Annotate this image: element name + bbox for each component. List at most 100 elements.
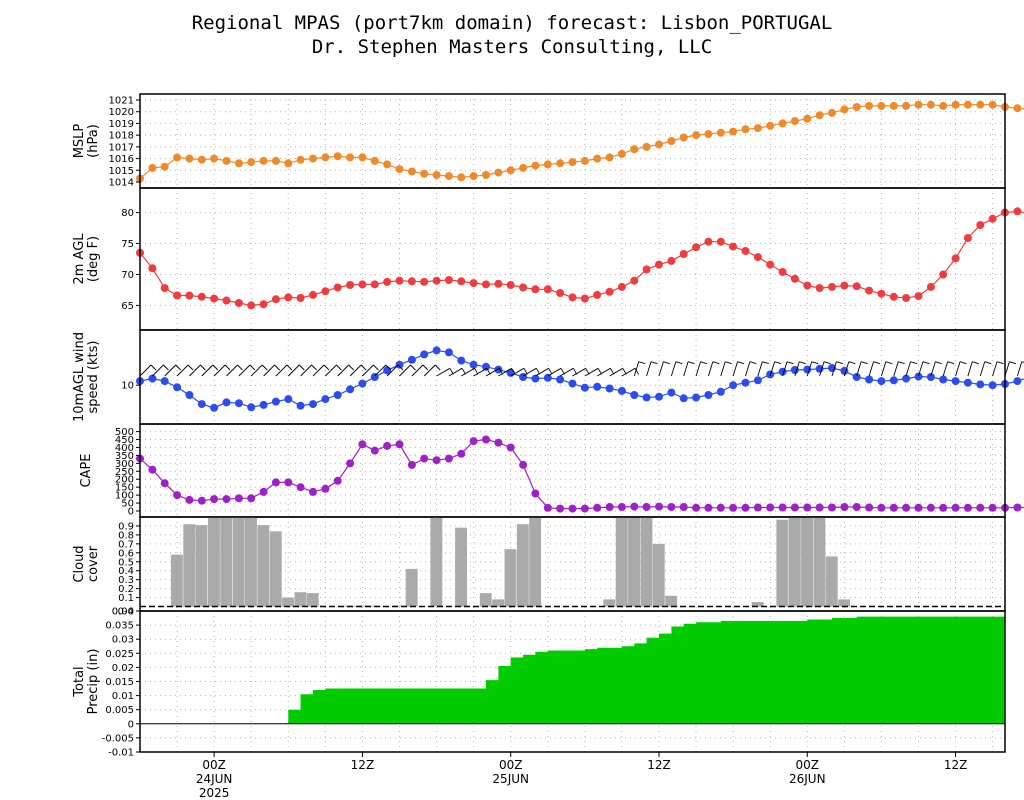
cape-point [716, 503, 725, 512]
mslp-point [692, 131, 701, 140]
cape-ytick-label: 350 [115, 451, 134, 462]
cape-point [963, 503, 972, 512]
mslp-point [556, 159, 565, 168]
cape-ytick-label: 250 [115, 467, 134, 478]
cloud-ytick-label: 0.2 [118, 584, 134, 595]
cape-point [395, 440, 404, 449]
wind-barb [337, 364, 350, 377]
cape-point [284, 478, 293, 487]
wind-barb [596, 367, 611, 377]
wind-barb [979, 361, 986, 377]
cape-point [383, 441, 392, 450]
temperature-point [407, 277, 416, 286]
mslp-point [420, 169, 429, 178]
cape-point [852, 503, 861, 511]
cloud-bar [393, 605, 406, 607]
cloud-bar [504, 549, 517, 607]
wind-barb [213, 364, 226, 377]
mslp-ytick-label: 1016 [109, 154, 134, 165]
wind-barb-flag [585, 368, 590, 375]
wind-barb [856, 361, 862, 377]
wind-barb-flag [972, 361, 979, 365]
mslp-point [815, 111, 824, 120]
wind-barb [1016, 361, 1023, 377]
mslp-point [259, 156, 268, 165]
cape-point [729, 503, 738, 512]
mslp-ytick-label: 1021 [109, 96, 134, 107]
wind-barb [411, 364, 424, 377]
wind-barb [670, 361, 677, 377]
wind-barb [584, 367, 599, 377]
wind-barb-flag [274, 364, 280, 371]
mslp-point [296, 155, 305, 164]
cloud-ytick-label: 0.3 [118, 575, 134, 586]
wind-barb-flag [910, 361, 918, 365]
mslp-point [963, 100, 972, 109]
wind-point [655, 392, 663, 401]
wind-point [951, 377, 960, 386]
cape-point [519, 460, 528, 469]
cape-point [914, 503, 923, 512]
wind-barb-flag [650, 361, 658, 365]
cloud-bar [628, 517, 640, 607]
cape-point [432, 456, 441, 465]
precip-area [140, 616, 1024, 724]
wind-barb-flag [922, 361, 930, 365]
temperature-point [655, 260, 663, 269]
cloud-bar [170, 554, 183, 607]
temperature-panel: 65 70 75 80 2m AGL (deg F) [72, 187, 1024, 331]
wind-point [457, 356, 466, 365]
mslp-point [951, 100, 960, 109]
wind-point [160, 377, 169, 386]
cloud-bar [751, 602, 764, 607]
wind-barb [843, 361, 850, 377]
cape-point [642, 503, 651, 511]
temperature-point [963, 234, 972, 242]
temperature-point [914, 292, 923, 301]
cape-point [951, 503, 960, 512]
wind-point [642, 393, 651, 402]
wind-point [222, 398, 231, 407]
wind-point [667, 388, 676, 397]
wind-point [284, 395, 293, 404]
temperature-point [506, 281, 515, 289]
cape-point [790, 503, 799, 512]
wind-point [531, 374, 540, 383]
mslp-point [988, 100, 997, 109]
wind-barb-flag [224, 364, 231, 371]
temperature-point [778, 268, 787, 276]
cape-point [222, 495, 231, 504]
temperature-point [469, 279, 478, 288]
wind-barb-flag [348, 364, 355, 371]
x-day-label: 25JUN [492, 772, 529, 786]
wind-point [976, 380, 985, 389]
wind-barb-flag [212, 364, 219, 371]
wind-point [753, 376, 762, 385]
cape-point [630, 502, 639, 511]
cloud-bar [356, 605, 369, 607]
cape-ytick-label: 100 [115, 491, 134, 502]
wind-barb-flag [687, 361, 695, 365]
cloud-panel: 0.10.20.30.40.50.60.70.80.9 0-0 Cloud cover [72, 516, 1006, 618]
wind-barb [633, 361, 640, 377]
cape-ylabel: CAPE [79, 453, 94, 487]
cape-point [605, 503, 614, 511]
wind-barb-flag [261, 364, 268, 371]
cape-point [333, 476, 342, 485]
wind-barb-flag [200, 364, 206, 371]
temperature-point [370, 280, 379, 289]
wind-barb-flag [725, 361, 732, 365]
cloud-bar [825, 556, 838, 607]
wind-barb-flag [638, 361, 646, 365]
wind-barb-flag [410, 364, 416, 371]
wind-barb-flag [885, 361, 893, 365]
cloud-ytick-label: 0.5 [118, 557, 134, 568]
temperature-point [148, 264, 157, 273]
cloud-ylabel: cover [86, 545, 101, 582]
wind-barb-flag [397, 364, 404, 371]
cloud-bar [665, 595, 678, 607]
wind-barb [238, 364, 251, 377]
temperature-point [296, 294, 305, 302]
mslp-point [593, 154, 602, 163]
